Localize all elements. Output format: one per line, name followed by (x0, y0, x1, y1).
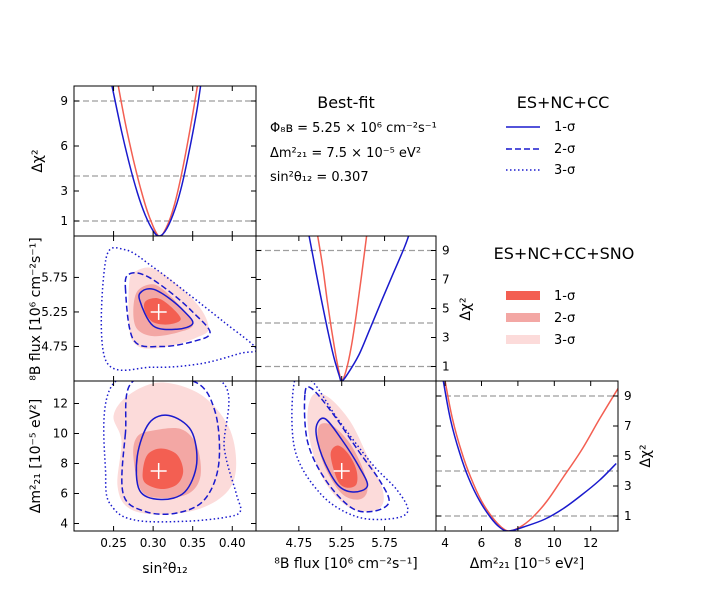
p2-best-fit-marker (150, 303, 167, 320)
p6-ytick-label-3: 3 (624, 479, 632, 493)
best-fit-flux: Φ₈ʙ = 5.25 × 10⁶ cm⁻²s⁻¹ (270, 121, 437, 136)
p6-xtick-label-10: 10 (547, 536, 562, 550)
p5-best-fit-marker (333, 463, 350, 479)
p4-ytick-label-3: 3 (442, 331, 450, 345)
p6-xtick-label-6: 6 (478, 536, 486, 550)
legend-red-title: ES+NC+CC+SNO (494, 244, 635, 263)
p3-ytick-label-6: 6 (60, 487, 68, 501)
p6-ytick-label-1: 1 (624, 509, 632, 523)
p4-ytick-label-1: 1 (442, 360, 450, 374)
p3-blue-contour-1sigma (135, 414, 198, 501)
p1-ytick-label-6: 6 (60, 139, 68, 153)
best-fit-sin2: sin²θ₁₂ = 0.307 (270, 170, 369, 185)
p6-xtick-label-4: 4 (441, 536, 449, 550)
p2-blue-contour-3sigma (100, 246, 256, 371)
p3-ytick-label-10: 10 (53, 427, 68, 441)
ylabel-dchi2-bottom: Δχ² (638, 444, 654, 467)
p3-ytick-label-12: 12 (53, 397, 68, 411)
p6-red-profile (444, 381, 618, 531)
ylabel-dchi2-middle: Δχ² (458, 297, 474, 320)
p2-blue-contour-1sigma (138, 288, 194, 331)
p2-ytick-label-4.75: 4.75 (41, 339, 68, 353)
legend-blue-3sigma-label: 3-σ (554, 163, 575, 178)
p3-best-fit-marker (150, 463, 167, 479)
p2-ytick-label-5.25: 5.25 (41, 305, 68, 319)
p6-ytick-label-7: 7 (624, 419, 632, 433)
p4-frame (255, 235, 437, 382)
p4-red-profile (316, 236, 368, 381)
p1-red-profile (117, 86, 199, 236)
p3-blue-contour-3sigma (103, 381, 242, 523)
legend-red-3sigma-label: 3-σ (554, 333, 575, 348)
p1-blue-profile (111, 86, 202, 236)
legend-blue-2sigma-label: 2-σ (554, 142, 575, 157)
p3-xtick-label-0.35: 0.35 (179, 536, 206, 550)
best-fit-panel: Best-fit Φ₈ʙ = 5.25 × 10⁶ cm⁻²s⁻¹ Δm²₂₁ … (270, 93, 437, 185)
p5-blue-contour-1sigma (315, 417, 369, 493)
xlabel-flux-8B: ⁸B flux [10⁶ cm⁻²s⁻¹] (274, 556, 418, 572)
p6-ytick-label-5: 5 (624, 449, 632, 463)
legend-blue-title: ES+NC+CC (517, 93, 610, 112)
p6-ytick-label-9: 9 (624, 389, 632, 403)
p4-blue-profile (308, 236, 410, 381)
p1-frame (73, 85, 257, 237)
legend-red-1sigma-swatch (506, 291, 540, 300)
legend-blue: ES+NC+CC 1-σ 2-σ 3-σ (506, 93, 609, 178)
p3-xtick-label-0.25: 0.25 (100, 536, 127, 550)
p5-xtick-label-5.75: 5.75 (371, 536, 398, 550)
p5-xtick-label-4.75: 4.75 (285, 536, 312, 550)
p3-ytick-label-4: 4 (60, 517, 68, 531)
ylabel-dchi2-top: Δχ² (30, 149, 46, 172)
p3-ytick-label-8: 8 (60, 457, 68, 471)
p1-ytick-label-3: 3 (60, 184, 68, 198)
legend-red-2sigma-swatch (506, 313, 540, 322)
p1-ytick-label-9: 9 (60, 94, 68, 108)
ylabel-dm2-21: Δm²₂₁ [10⁻⁵ eV²] (28, 399, 44, 514)
p4-ytick-label-5: 5 (442, 302, 450, 316)
legend-blue-1sigma-label: 1-σ (554, 120, 575, 135)
p4-ytick-label-7: 7 (442, 273, 450, 287)
legend-red-1sigma-label: 1-σ (554, 289, 575, 304)
p1-ytick-label-1: 1 (60, 214, 68, 228)
legend-red: ES+NC+CC+SNO 1-σ 2-σ 3-σ (494, 244, 635, 348)
p5-red-contour-1sigma (330, 445, 358, 488)
best-fit-title: Best-fit (317, 93, 375, 112)
p3-red-contour-1sigma (142, 448, 184, 490)
p3-xtick-label-0.40: 0.40 (219, 536, 246, 550)
legend-red-2sigma-label: 2-σ (554, 311, 575, 326)
p3-blue-contour-2sigma (121, 381, 221, 516)
p5-blue-contour-2sigma (303, 385, 390, 513)
p2-blue-contour-2sigma (124, 272, 211, 348)
p5-xtick-label-5.25: 5.25 (328, 536, 355, 550)
p6-blue-profile (442, 381, 617, 531)
best-fit-dm2: Δm²₂₁ = 7.5 × 10⁻⁵ eV² (270, 146, 421, 161)
p6-xtick-label-12: 12 (583, 536, 598, 550)
legend-red-3sigma-swatch (506, 335, 540, 344)
p2-ytick-label-5.75: 5.75 (41, 270, 68, 284)
p5-blue-contour-3sigma (291, 381, 409, 521)
xlabel-sin2theta12: sin²θ₁₂ (142, 561, 187, 577)
ylabel-flux-8B: ⁸B flux [10⁶ cm⁻²s⁻¹] (28, 237, 44, 381)
xlabel-dm2-21: Δm²₂₁ [10⁻⁵ eV²] (470, 556, 585, 572)
p6-xtick-label-8: 8 (514, 536, 522, 550)
p3-xtick-label-0.30: 0.30 (140, 536, 167, 550)
p4-ytick-label-9: 9 (442, 244, 450, 258)
